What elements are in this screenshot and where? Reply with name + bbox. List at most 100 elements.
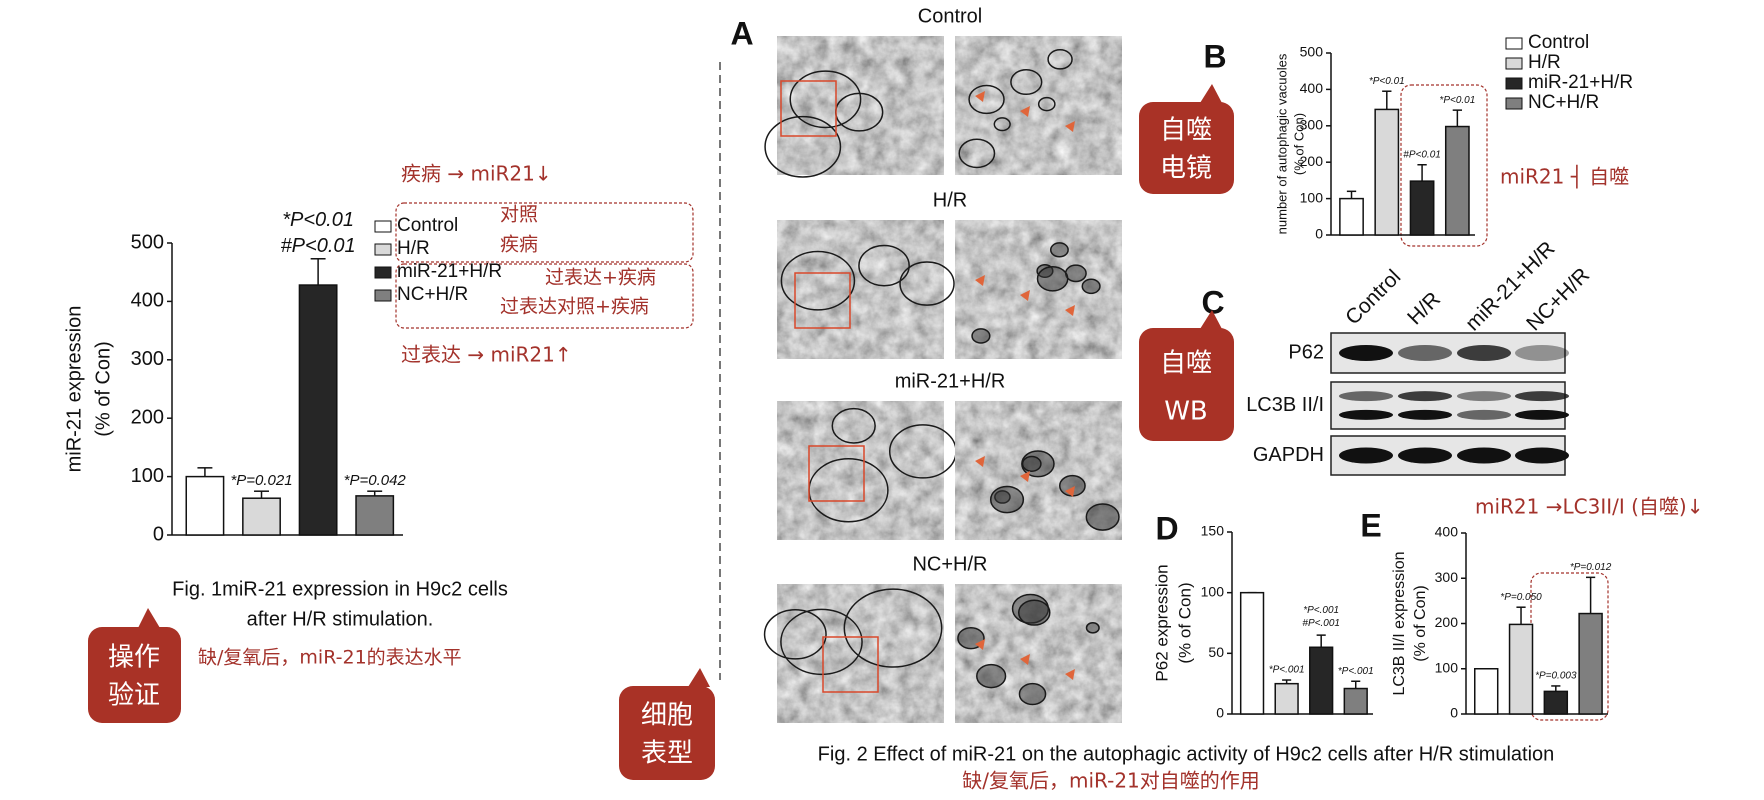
bar [1309,646,1334,715]
y-tick-label: 0 [153,523,164,545]
y-axis-label: P62 expression [1152,564,1171,681]
y-tick-label: 0 [1315,226,1323,242]
blot-band [1398,447,1452,464]
em-structure [899,261,955,306]
annotation: 疾病 → miR21↓ [401,162,552,186]
em-structure [1021,455,1042,472]
arrow-marker [1065,669,1075,680]
legend-label: NC+H/R [1528,92,1599,113]
y-tick-label: 500 [131,231,164,253]
em-structure [843,588,943,668]
significance-label: #P<0.01 [281,235,356,257]
bar [1274,682,1299,715]
significance-label: *P=0.021 [230,472,292,489]
blot-band [1457,345,1511,361]
legend-label: Control [1528,32,1589,53]
arrow-marker [975,91,985,102]
blot-band [1457,447,1511,464]
blot-band [1457,409,1511,420]
bar [298,284,338,536]
zoom-box [808,445,865,502]
callout-text: 自噬 [1160,349,1212,379]
legend-swatch [374,220,392,233]
em-image [777,220,944,359]
em-structure [1085,503,1120,531]
bar [1339,197,1364,236]
y-tick-label: 200 [1435,614,1459,630]
callout-text: 电镜 [1160,154,1212,184]
em-structure [780,608,863,676]
bar [1444,125,1470,236]
em-structure [831,407,876,444]
em-structure [1036,265,1069,292]
panel-label: E [1360,507,1381,543]
blot-band [1398,409,1452,420]
dashed-box [1400,84,1488,247]
arrow-marker [1065,305,1075,316]
em-structure [789,70,862,129]
significance-label: *P<.001 [1269,665,1305,676]
legend-swatch [1505,97,1523,110]
arrow-marker [1065,486,1075,497]
em-image [777,401,944,540]
y-tick-label: 100 [131,465,164,487]
em-structure [993,117,1011,132]
legend-label: miR-21+H/R [397,261,502,282]
annotation: miR21 →LC3II/I (自噬)↓ [1475,495,1704,519]
callout-pointer [688,668,710,687]
callout-text: 操作 [108,643,160,673]
dashed-box [395,263,694,329]
dashed-box [395,202,694,263]
y-axis-label: (% of Con) [1291,113,1306,175]
significance-label: *P=0.050 [1500,592,1542,603]
bar [1239,591,1265,715]
condition-title: miR-21+H/R [895,370,1006,392]
y-tick-label: 400 [1300,80,1324,96]
panel-label: B [1203,38,1226,74]
y-axis-label: (% of Con) [1412,585,1429,661]
y-tick-label: 50 [1208,644,1224,660]
row-label: GAPDH [1253,444,1324,466]
bar [355,495,395,536]
blot-band [1398,391,1452,402]
y-tick-label: 100 [1435,659,1459,675]
y-axis-label: (% of Con) [1175,582,1194,663]
callout-text: 细胞 [641,701,693,731]
em-structure [958,138,996,169]
callout-text: 自噬 [1160,116,1212,146]
bar [185,475,225,536]
arrow-marker [1020,654,1030,665]
y-tick-label: 500 [1300,44,1324,60]
zoom-box [794,272,851,329]
western-blot [1330,332,1569,476]
condition-title: H/R [933,189,967,211]
em-structure [764,115,842,178]
legend-swatch [1505,37,1523,50]
legend-swatch [374,289,392,302]
y-tick-label: 400 [131,290,164,312]
em-structure [763,608,827,660]
significance-label: *P<0.01 [282,209,354,231]
blot-band [1457,391,1511,402]
legend-label: Control [397,215,458,236]
callout-text: 表型 [641,739,693,769]
em-structure [1064,264,1087,283]
legend-note: 过表达对照+疾病 [500,296,649,318]
em-structure [1010,68,1043,96]
bar [1474,668,1499,715]
callout-text: WB [1164,397,1208,427]
zoom-box [822,636,879,693]
em-structure [780,250,856,311]
caption: after H/R stimulation. [247,608,434,630]
y-axis-label: number of autophagic vacuoles [1274,53,1289,234]
em-structure [1037,96,1056,112]
em-structure [989,485,1025,514]
y-tick-label: 0 [1450,705,1458,721]
legend-label: H/R [1528,52,1561,73]
y-tick-label: 300 [131,348,164,370]
em-structure [968,84,1005,115]
blot-band [1515,391,1569,402]
callout [88,627,181,723]
callout [1139,328,1234,441]
